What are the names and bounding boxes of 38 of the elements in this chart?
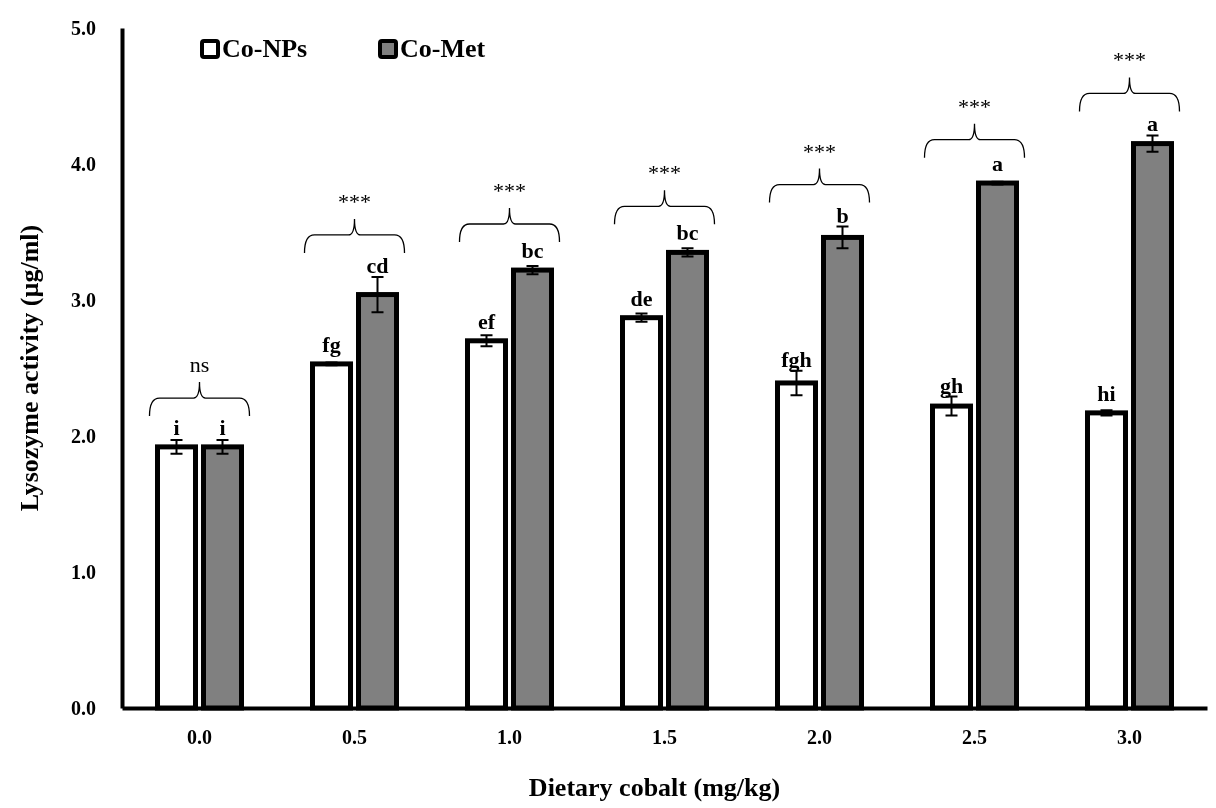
x-tick-label: 2.5: [962, 726, 987, 749]
data-label: gh: [939, 372, 964, 398]
y-tick-label: 1.0: [71, 560, 96, 583]
annotation: ***: [338, 188, 371, 214]
annotation: ***: [493, 178, 526, 203]
y-tick-label: 5.0: [71, 16, 96, 39]
annotation: ns: [189, 352, 210, 378]
data-label: a: [992, 151, 1003, 177]
annotation: ***: [648, 160, 681, 186]
data-label: i: [173, 414, 180, 440]
y-tick-label: 2.0: [71, 424, 96, 447]
annotation: ***: [958, 93, 991, 119]
x-tick-label: 2.0: [807, 726, 832, 749]
legend-label: Co-Met: [400, 34, 486, 63]
data-label: fgh: [781, 346, 812, 372]
x-tick-label: 0.0: [187, 726, 212, 749]
data-label: a: [1147, 111, 1158, 137]
y-tick-label: 0.0: [71, 696, 96, 719]
x-tick-label: 3.0: [1117, 726, 1142, 749]
y-tick-label: 3.0: [71, 288, 96, 311]
data-label: bc: [521, 238, 544, 264]
data-label: cd: [366, 252, 389, 278]
data-label: i: [219, 414, 226, 440]
x-tick-label: 1.0: [497, 726, 522, 749]
data-label: hi: [1097, 380, 1116, 406]
x-axis-title: Dietary cobalt (mg/kg): [528, 773, 781, 802]
annotation: ***: [1113, 47, 1146, 73]
x-tick-label: 1.5: [652, 726, 677, 749]
x-tick-label: 0.5: [342, 726, 367, 749]
y-axis-title: Lysozyme activity (µg/ml): [15, 224, 44, 512]
data-label: ef: [477, 308, 496, 334]
y-tick-label: 4.0: [71, 152, 96, 175]
data-label: fg: [322, 331, 341, 357]
legend-label: Co-NPs: [222, 34, 308, 63]
data-label: de: [630, 285, 653, 311]
data-label: b: [836, 202, 849, 228]
data-label: bc: [676, 220, 699, 246]
annotation: ***: [803, 138, 836, 164]
